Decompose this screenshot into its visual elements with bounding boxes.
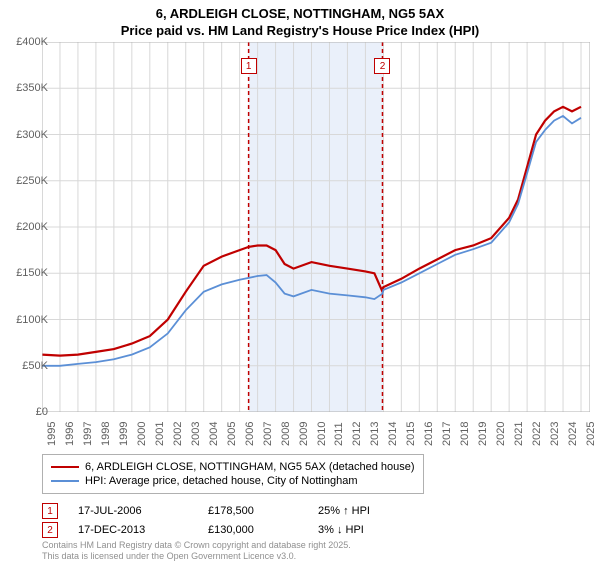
legend: 6, ARDLEIGH CLOSE, NOTTINGHAM, NG5 5AX (… — [42, 454, 424, 494]
y-axis-tick: £150K — [16, 267, 48, 279]
legend-label: 6, ARDLEIGH CLOSE, NOTTINGHAM, NG5 5AX (… — [85, 461, 415, 473]
x-axis-tick: 2008 — [280, 422, 292, 446]
x-axis-tick: 2003 — [190, 422, 202, 446]
x-axis-tick: 1997 — [82, 422, 94, 446]
x-axis-tick: 1996 — [64, 422, 76, 446]
legend-swatch — [51, 466, 79, 468]
legend-item: HPI: Average price, detached house, City… — [51, 475, 415, 487]
x-axis-tick: 2014 — [387, 422, 399, 446]
x-axis-tick: 2015 — [405, 422, 417, 446]
x-axis-tick: 2009 — [298, 422, 310, 446]
chart-svg — [42, 42, 590, 412]
chart-container: 6, ARDLEIGH CLOSE, NOTTINGHAM, NG5 5AX P… — [0, 0, 600, 560]
title-line-2: Price paid vs. HM Land Registry's House … — [121, 23, 480, 38]
x-axis-tick: 2012 — [351, 422, 363, 446]
transaction-marker-num: 1 — [42, 503, 58, 519]
x-axis-tick: 1995 — [46, 422, 58, 446]
y-axis-tick: £350K — [16, 82, 48, 94]
x-axis-tick: 2025 — [585, 422, 597, 446]
x-axis-tick: 2020 — [495, 422, 507, 446]
transaction-marker-num: 2 — [42, 522, 58, 538]
transaction-price: £130,000 — [208, 524, 298, 536]
x-axis-tick: 2004 — [208, 422, 220, 446]
y-axis-tick: £250K — [16, 175, 48, 187]
title-line-1: 6, ARDLEIGH CLOSE, NOTTINGHAM, NG5 5AX — [156, 6, 444, 21]
transactions-table: 1 17-JUL-2006 £178,500 25% ↑ HPI 2 17-DEC… — [42, 500, 370, 541]
chart-title: 6, ARDLEIGH CLOSE, NOTTINGHAM, NG5 5AX P… — [0, 0, 600, 40]
attribution: Contains HM Land Registry data © Crown c… — [42, 540, 351, 562]
transaction-row: 1 17-JUL-2006 £178,500 25% ↑ HPI — [42, 503, 370, 519]
x-axis-tick: 2006 — [244, 422, 256, 446]
attribution-line-2: This data is licensed under the Open Gov… — [42, 551, 296, 561]
legend-label: HPI: Average price, detached house, City… — [85, 475, 358, 487]
plot-area — [42, 42, 590, 412]
x-axis-tick: 2010 — [316, 422, 328, 446]
y-axis-tick: £100K — [16, 314, 48, 326]
y-axis-tick: £200K — [16, 221, 48, 233]
y-axis-tick: £400K — [16, 36, 48, 48]
attribution-line-1: Contains HM Land Registry data © Crown c… — [42, 540, 351, 550]
legend-item: 6, ARDLEIGH CLOSE, NOTTINGHAM, NG5 5AX (… — [51, 461, 415, 473]
y-axis-tick: £50K — [22, 360, 48, 372]
x-axis-tick: 2019 — [477, 422, 489, 446]
x-axis-tick: 2000 — [136, 422, 148, 446]
y-axis-tick: £300K — [16, 129, 48, 141]
x-axis-tick: 2017 — [441, 422, 453, 446]
marker-label: 2 — [374, 58, 390, 74]
x-axis-tick: 1999 — [118, 422, 130, 446]
x-axis-tick: 2016 — [423, 422, 435, 446]
transaction-date: 17-DEC-2013 — [78, 524, 188, 536]
transaction-row: 2 17-DEC-2013 £130,000 3% ↓ HPI — [42, 522, 370, 538]
x-axis-tick: 2013 — [369, 422, 381, 446]
x-axis-tick: 2001 — [154, 422, 166, 446]
transaction-delta: 25% ↑ HPI — [318, 505, 370, 517]
transaction-date: 17-JUL-2006 — [78, 505, 188, 517]
x-axis-tick: 2011 — [333, 422, 345, 446]
y-axis-tick: £0 — [36, 406, 48, 418]
x-axis-tick: 2018 — [459, 422, 471, 446]
x-axis-tick: 2002 — [172, 422, 184, 446]
x-axis-tick: 2007 — [262, 422, 274, 446]
marker-label: 1 — [241, 58, 257, 74]
x-axis-tick: 2005 — [226, 422, 238, 446]
x-axis-tick: 2021 — [513, 422, 525, 446]
x-axis-tick: 2023 — [549, 422, 561, 446]
x-axis-tick: 2024 — [567, 422, 579, 446]
x-axis-tick: 1998 — [100, 422, 112, 446]
transaction-delta: 3% ↓ HPI — [318, 524, 364, 536]
legend-swatch — [51, 480, 79, 482]
transaction-price: £178,500 — [208, 505, 298, 517]
x-axis-tick: 2022 — [531, 422, 543, 446]
